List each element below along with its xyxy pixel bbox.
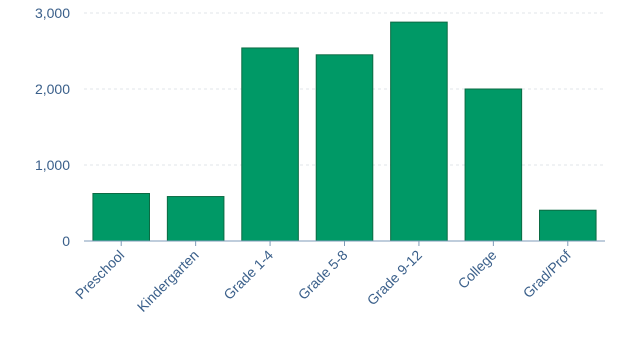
x-tick-label: Grade 1-4	[220, 247, 276, 303]
y-tick-label: 2,000	[35, 81, 70, 97]
x-tick-label: Grad/Prof	[520, 247, 574, 301]
bar-grade-5-8	[315, 54, 374, 242]
bar-preschool	[92, 193, 150, 242]
x-tick-label: Kindergarten	[134, 247, 202, 315]
bar-kindergarten	[166, 196, 225, 242]
x-tick-label: College	[455, 247, 500, 292]
x-axis-ticks: Preschool Kindergarten Grade 1-4 Grade 5-8 G…	[72, 241, 574, 315]
bar-grad-prof	[539, 209, 597, 242]
y-axis-ticks: 0 1,000 2,000 3,000	[35, 5, 70, 249]
bars	[92, 21, 597, 242]
bar-grade-1-4	[241, 47, 299, 242]
x-tick-label: Grade 9-12	[364, 247, 426, 309]
y-tick-label: 1,000	[35, 157, 70, 173]
x-tick-label: Preschool	[72, 247, 127, 302]
x-tick-label: Grade 5-8	[295, 247, 351, 303]
y-tick-label: 0	[62, 233, 70, 249]
bar-grade-9-12	[390, 21, 448, 242]
bar-college	[464, 88, 523, 242]
y-tick-label: 3,000	[35, 5, 70, 21]
